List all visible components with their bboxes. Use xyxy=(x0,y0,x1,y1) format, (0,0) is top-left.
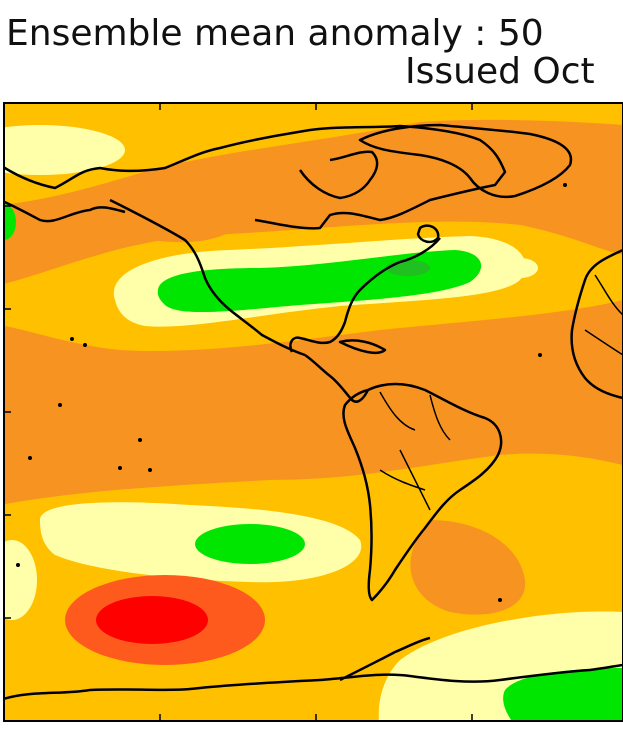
coastline-alaska-canada xyxy=(4,124,507,230)
field-pale-north-pacific-west xyxy=(4,125,125,175)
map-plot-area xyxy=(4,103,623,721)
coastline-greenland xyxy=(358,123,573,199)
island-dot-atlantic-2 xyxy=(498,598,502,602)
island-dots xyxy=(16,183,567,602)
island-dot-hawaii-1 xyxy=(70,337,74,341)
coastline-south-america-borders xyxy=(379,391,451,511)
map-title-line-1: Ensemble mean anomaly : 50 xyxy=(6,13,544,54)
coastline-alaska-west xyxy=(4,200,126,223)
coastline-antarctic-peninsula xyxy=(339,636,431,682)
island-dot-atlantic-1 xyxy=(538,353,542,357)
coastline-north-america-east xyxy=(289,237,441,353)
field-orange-lobe-south-atlantic xyxy=(410,520,526,615)
field-green-south-pacific xyxy=(195,524,305,564)
coastline-africa xyxy=(570,248,623,400)
axis-ticks xyxy=(4,103,473,721)
coastline-africa-borders xyxy=(584,274,623,356)
island-dot-pacific-1 xyxy=(118,466,122,470)
field-green-west-edge xyxy=(4,204,16,240)
coastline-central-america xyxy=(304,353,370,403)
island-dot-pacific-3 xyxy=(58,403,62,407)
field-yellow-band-north xyxy=(4,103,623,205)
coastline-cuba xyxy=(338,339,387,354)
coastline-south-america xyxy=(342,382,503,602)
field-green-darker-east-us xyxy=(386,260,430,276)
island-dot-atlantic-3 xyxy=(563,183,567,187)
coastline-newfoundland xyxy=(416,224,440,244)
island-dot-pacific-4 xyxy=(28,456,32,460)
island-dot-pacific-6 xyxy=(138,438,142,442)
field-pale-southwest-edge xyxy=(4,540,37,620)
field-red-core xyxy=(96,596,208,644)
field-orange-lobe-alaska xyxy=(90,189,245,243)
map-title-line-2: Issued Oct xyxy=(405,51,595,92)
coastlines xyxy=(4,123,623,701)
field-green-antarctic xyxy=(503,668,623,721)
island-dot-pacific-2 xyxy=(148,468,152,472)
coastline-hudson-bay xyxy=(298,150,379,200)
coastline-north-america-west xyxy=(109,198,306,357)
field-pale-caribbean xyxy=(502,258,538,278)
island-dot-hawaii-2 xyxy=(83,343,87,347)
island-dot-pacific-5 xyxy=(16,563,20,567)
